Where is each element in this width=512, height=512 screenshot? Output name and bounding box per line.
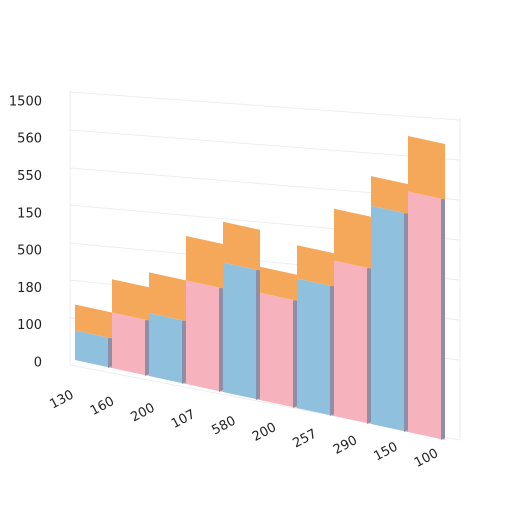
x-tick-label: 290 xyxy=(331,433,360,458)
bar xyxy=(223,262,260,400)
y-tick-label: 550 xyxy=(17,169,42,184)
bar xyxy=(186,280,223,392)
x-tick-label: 150 xyxy=(372,440,401,465)
bar-side xyxy=(256,268,260,400)
y-tick-label: 150 xyxy=(17,206,42,221)
y-tick-label: 100 xyxy=(17,318,42,333)
bar-side xyxy=(293,298,297,408)
x-tick-label: 580 xyxy=(210,414,239,439)
bar-side xyxy=(441,197,445,440)
area-segment xyxy=(223,221,260,271)
y-tick-label: 1500 xyxy=(9,94,42,109)
area-segment xyxy=(149,272,186,322)
area-segment xyxy=(186,236,223,289)
area-segment xyxy=(75,304,112,339)
y-tick-label: 560 xyxy=(17,132,42,147)
area-segment xyxy=(371,176,408,214)
bar xyxy=(371,205,408,432)
y-tick-label: 500 xyxy=(17,244,42,259)
bar xyxy=(297,278,334,416)
x-tick-label: 130 xyxy=(48,388,77,413)
bar xyxy=(334,260,371,424)
x-tick-label: 107 xyxy=(169,407,198,432)
x-tick-label: 257 xyxy=(291,427,320,452)
bar xyxy=(149,313,186,384)
area-segment xyxy=(112,279,149,321)
bar-side xyxy=(145,318,149,376)
bar-side xyxy=(108,336,112,368)
bar-side xyxy=(367,266,371,424)
bar xyxy=(75,330,112,368)
bar xyxy=(408,191,445,440)
bar-side xyxy=(219,286,223,392)
bar xyxy=(112,312,149,376)
bar-side xyxy=(330,284,334,416)
bar-side xyxy=(404,211,408,432)
y-tick-label: 0 xyxy=(34,356,42,371)
area-segment xyxy=(408,136,445,200)
bar xyxy=(260,292,297,408)
area-segment xyxy=(297,245,334,287)
x-tick-label: 200 xyxy=(129,401,158,426)
bar-side xyxy=(182,319,186,384)
y-tick-label: 180 xyxy=(17,281,42,296)
area-segment xyxy=(260,266,297,301)
x-tick-label: 200 xyxy=(250,420,279,445)
area-segment xyxy=(334,208,371,269)
x-tick-label: 160 xyxy=(88,394,117,419)
x-tick-label: 100 xyxy=(412,446,441,471)
